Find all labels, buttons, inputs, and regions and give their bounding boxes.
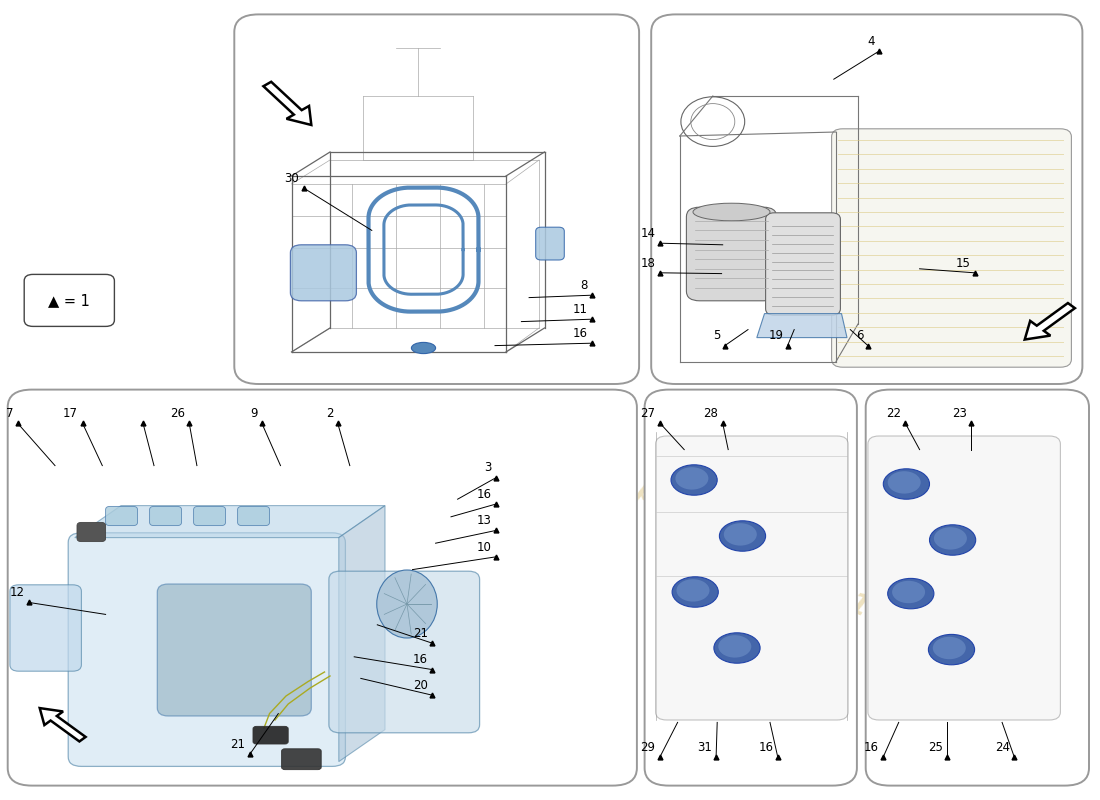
- FancyBboxPatch shape: [24, 274, 114, 326]
- FancyBboxPatch shape: [234, 14, 639, 384]
- FancyBboxPatch shape: [536, 227, 564, 260]
- Ellipse shape: [719, 521, 766, 551]
- Text: 3: 3: [484, 462, 492, 474]
- Text: 25: 25: [927, 741, 943, 754]
- FancyBboxPatch shape: [8, 390, 637, 786]
- Polygon shape: [339, 506, 385, 762]
- Text: 21: 21: [412, 627, 428, 640]
- Text: 5: 5: [713, 330, 721, 342]
- Text: 15: 15: [955, 257, 970, 270]
- Text: 10: 10: [476, 541, 492, 554]
- FancyBboxPatch shape: [656, 436, 848, 720]
- FancyBboxPatch shape: [106, 506, 138, 526]
- Text: 7: 7: [6, 407, 13, 420]
- FancyBboxPatch shape: [329, 571, 480, 733]
- Ellipse shape: [930, 525, 976, 555]
- FancyBboxPatch shape: [238, 506, 270, 526]
- Text: 22: 22: [886, 407, 901, 420]
- Polygon shape: [757, 314, 847, 338]
- FancyBboxPatch shape: [686, 207, 777, 301]
- Ellipse shape: [671, 465, 717, 495]
- FancyBboxPatch shape: [10, 585, 81, 671]
- FancyArrow shape: [263, 82, 311, 125]
- FancyBboxPatch shape: [68, 533, 345, 766]
- FancyBboxPatch shape: [832, 129, 1071, 367]
- FancyBboxPatch shape: [194, 506, 226, 526]
- Text: 17: 17: [63, 407, 78, 420]
- Ellipse shape: [892, 581, 925, 603]
- Ellipse shape: [714, 633, 760, 663]
- FancyBboxPatch shape: [866, 390, 1089, 786]
- Text: 4: 4: [867, 35, 875, 48]
- Polygon shape: [75, 506, 385, 538]
- Ellipse shape: [933, 637, 966, 659]
- FancyArrow shape: [40, 708, 86, 742]
- Ellipse shape: [376, 570, 438, 638]
- Text: 31: 31: [696, 741, 712, 754]
- Text: 24: 24: [994, 741, 1010, 754]
- Ellipse shape: [883, 469, 930, 499]
- Text: 29: 29: [640, 741, 656, 754]
- Text: 9: 9: [250, 407, 257, 420]
- Text: 18: 18: [640, 257, 656, 270]
- Text: 13: 13: [476, 514, 492, 527]
- FancyBboxPatch shape: [77, 522, 106, 542]
- Text: 12: 12: [9, 586, 24, 599]
- Text: 26: 26: [169, 407, 185, 420]
- Ellipse shape: [934, 527, 967, 550]
- Text: 16: 16: [758, 741, 773, 754]
- FancyBboxPatch shape: [157, 584, 311, 716]
- Text: 23: 23: [952, 407, 967, 420]
- Text: 2: 2: [326, 407, 333, 420]
- Ellipse shape: [718, 635, 751, 658]
- FancyBboxPatch shape: [282, 749, 321, 770]
- Ellipse shape: [676, 579, 710, 602]
- FancyBboxPatch shape: [766, 213, 840, 315]
- Ellipse shape: [675, 467, 708, 490]
- Text: 14: 14: [640, 227, 656, 240]
- Ellipse shape: [672, 577, 718, 607]
- Text: 19: 19: [768, 330, 783, 342]
- Text: 16: 16: [412, 654, 428, 666]
- Text: 16: 16: [476, 488, 492, 501]
- Text: 16: 16: [572, 327, 587, 340]
- Ellipse shape: [888, 471, 921, 494]
- FancyBboxPatch shape: [253, 726, 288, 744]
- Text: 30: 30: [285, 172, 299, 185]
- Text: ▲ = 1: ▲ = 1: [48, 293, 90, 308]
- FancyBboxPatch shape: [150, 506, 182, 526]
- Text: 27: 27: [640, 407, 656, 420]
- Ellipse shape: [724, 523, 757, 546]
- Text: 20: 20: [412, 679, 428, 692]
- Ellipse shape: [928, 634, 975, 665]
- Text: 21: 21: [230, 738, 245, 751]
- Ellipse shape: [411, 342, 436, 354]
- Text: authentic parts since 1961: authentic parts since 1961: [491, 402, 873, 622]
- Text: 11: 11: [572, 303, 587, 316]
- FancyArrow shape: [1025, 303, 1075, 339]
- FancyBboxPatch shape: [651, 14, 1082, 384]
- Text: 6: 6: [856, 330, 864, 342]
- Text: 16: 16: [864, 741, 879, 754]
- Text: 8: 8: [580, 279, 587, 292]
- FancyBboxPatch shape: [290, 245, 356, 301]
- Text: 28: 28: [703, 407, 718, 420]
- FancyBboxPatch shape: [868, 436, 1060, 720]
- Ellipse shape: [888, 578, 934, 609]
- FancyBboxPatch shape: [645, 390, 857, 786]
- Ellipse shape: [693, 203, 770, 221]
